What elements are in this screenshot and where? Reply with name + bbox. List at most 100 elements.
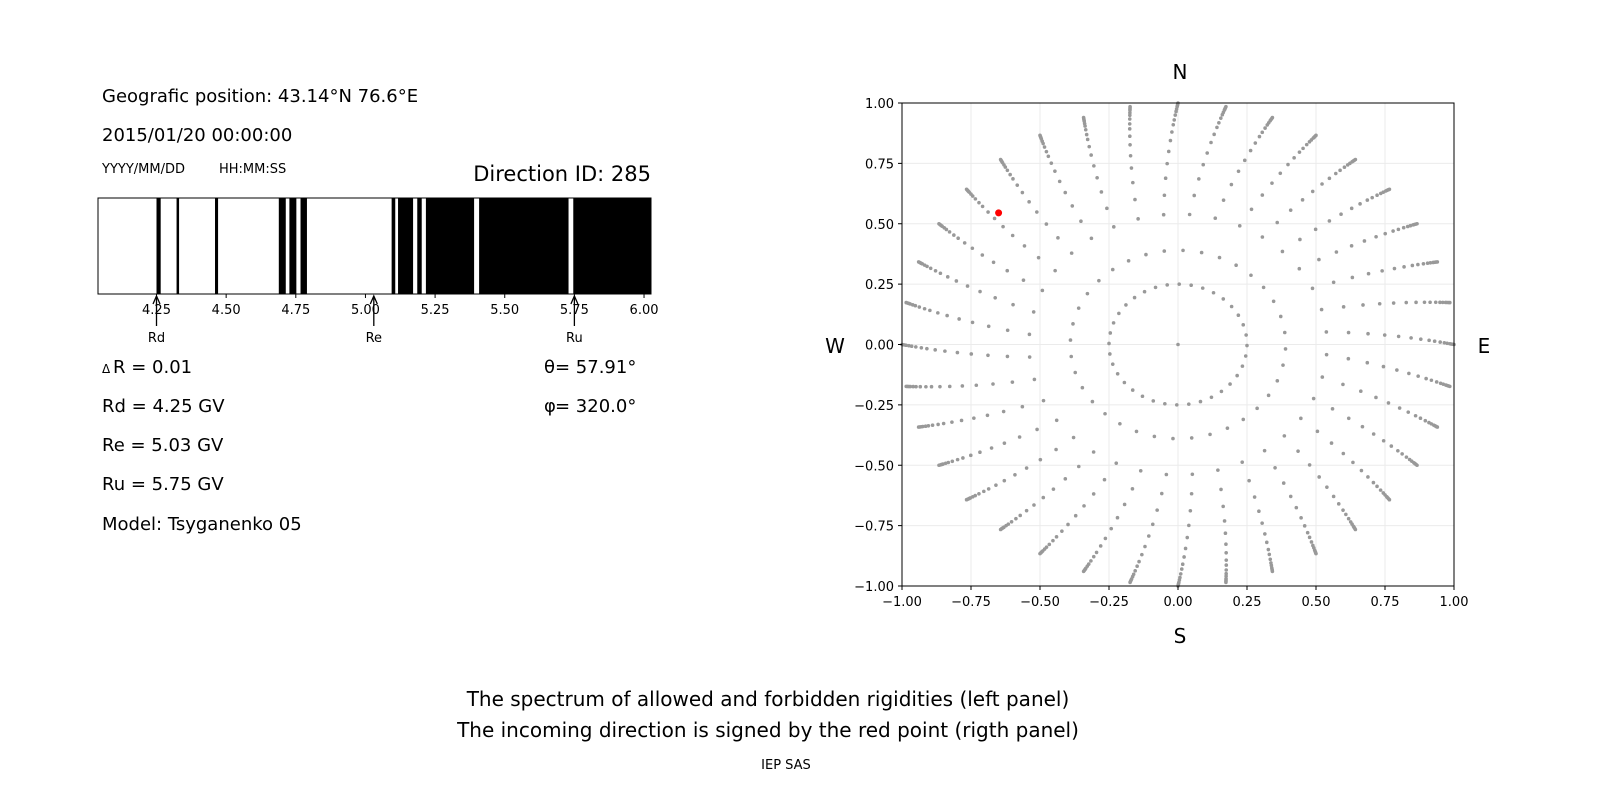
direction-point bbox=[1041, 495, 1046, 500]
direction-point bbox=[1010, 233, 1015, 238]
direction-point bbox=[1098, 544, 1103, 548]
direction-point bbox=[950, 459, 955, 464]
direction-point bbox=[1085, 291, 1090, 296]
direction-point bbox=[1130, 388, 1135, 392]
direction-point bbox=[1260, 235, 1265, 239]
direction-point bbox=[1359, 468, 1364, 473]
direction-point bbox=[1164, 472, 1169, 477]
direction-point bbox=[914, 384, 918, 389]
direction-point bbox=[1130, 487, 1135, 491]
direction-point bbox=[1229, 304, 1234, 309]
direction-point bbox=[1428, 300, 1432, 305]
direction-point bbox=[1387, 187, 1392, 192]
direction-point bbox=[930, 423, 935, 428]
direction-point bbox=[1095, 175, 1099, 180]
direction-point bbox=[1177, 282, 1182, 286]
direction-point bbox=[1329, 441, 1334, 445]
direction-point bbox=[1400, 452, 1404, 456]
direction-point bbox=[1015, 183, 1020, 187]
direction-point bbox=[1264, 540, 1269, 545]
direction-point bbox=[1083, 127, 1088, 132]
direction-point bbox=[1221, 198, 1226, 202]
direction-point bbox=[947, 384, 952, 389]
direction-point bbox=[1396, 334, 1401, 339]
direction-point bbox=[1424, 376, 1428, 381]
forbidden-band bbox=[289, 198, 297, 294]
direction-point bbox=[980, 204, 985, 209]
direction-point bbox=[1219, 487, 1223, 492]
direction-point bbox=[1346, 330, 1351, 335]
direction-point bbox=[1339, 212, 1343, 217]
direction-point bbox=[1131, 180, 1135, 185]
direction-point bbox=[986, 210, 990, 214]
direction-point bbox=[1087, 144, 1092, 149]
direction-point bbox=[1229, 182, 1234, 187]
direction-point bbox=[1099, 190, 1104, 194]
direction-point bbox=[1107, 341, 1111, 346]
forbidden-band bbox=[425, 198, 475, 294]
direction-point bbox=[973, 197, 978, 201]
direction-point bbox=[1241, 323, 1246, 327]
direction-point bbox=[1110, 362, 1115, 366]
direction-point bbox=[1236, 169, 1241, 174]
rd-value: Rd = 4.25 GV bbox=[102, 396, 225, 417]
direction-point bbox=[945, 275, 950, 279]
direction-point bbox=[960, 384, 965, 388]
direction-point bbox=[1091, 554, 1096, 559]
delta-r: R = 0.01 bbox=[113, 357, 192, 378]
direction-point bbox=[943, 349, 947, 353]
direction-point bbox=[1128, 154, 1133, 158]
incoming-direction-point bbox=[995, 209, 1003, 217]
direction-point bbox=[1327, 219, 1332, 223]
direction-point bbox=[1081, 569, 1086, 574]
direction-point bbox=[1338, 168, 1342, 173]
direction-point bbox=[978, 289, 982, 294]
direction-point bbox=[904, 384, 908, 389]
compass-north: N bbox=[1173, 60, 1188, 84]
direction-point bbox=[1056, 236, 1060, 240]
direction-point bbox=[1396, 448, 1400, 453]
direction-point bbox=[1020, 404, 1025, 409]
direction-point bbox=[1173, 113, 1178, 117]
direction-point bbox=[1224, 568, 1229, 572]
direction-point bbox=[1165, 283, 1170, 287]
direction-point bbox=[1310, 189, 1315, 194]
direction-point bbox=[1320, 182, 1324, 186]
direction-point bbox=[1263, 532, 1267, 536]
direction-point bbox=[1361, 303, 1365, 307]
direction-point bbox=[1219, 116, 1223, 120]
direction-point bbox=[978, 450, 982, 455]
direction-point bbox=[1253, 141, 1258, 145]
direction-point bbox=[1353, 157, 1358, 162]
direction-point bbox=[1262, 448, 1267, 453]
direction-point bbox=[1365, 360, 1370, 365]
direction-point bbox=[1089, 559, 1093, 563]
direction-point bbox=[1416, 262, 1420, 267]
direction-point bbox=[955, 457, 960, 462]
forbidden-band bbox=[215, 198, 219, 294]
direction-point bbox=[1170, 130, 1174, 134]
time-format: HH:MM:SS bbox=[219, 162, 286, 177]
direction-point bbox=[1435, 260, 1440, 264]
direction-point bbox=[1054, 535, 1059, 539]
direction-point bbox=[974, 383, 979, 388]
direction-point bbox=[1260, 130, 1265, 135]
direction-point bbox=[1071, 322, 1075, 326]
direction-point bbox=[1102, 477, 1107, 482]
direction-point bbox=[1186, 402, 1191, 406]
direction-point bbox=[1243, 354, 1248, 358]
forbidden-band bbox=[417, 198, 422, 294]
direction-point bbox=[1021, 278, 1026, 282]
direction-point bbox=[1371, 480, 1376, 485]
credit: IEP SAS bbox=[761, 758, 811, 773]
direction-point bbox=[1351, 460, 1355, 465]
direction-point bbox=[916, 425, 921, 429]
direction-point bbox=[1346, 356, 1351, 361]
direction-point bbox=[1089, 236, 1094, 241]
direction-point bbox=[1133, 569, 1137, 573]
direction-point bbox=[1349, 244, 1354, 248]
direction-point bbox=[1032, 377, 1037, 382]
direction-point bbox=[1018, 513, 1023, 518]
direction-point bbox=[1038, 551, 1042, 556]
direction-point bbox=[1300, 198, 1305, 202]
